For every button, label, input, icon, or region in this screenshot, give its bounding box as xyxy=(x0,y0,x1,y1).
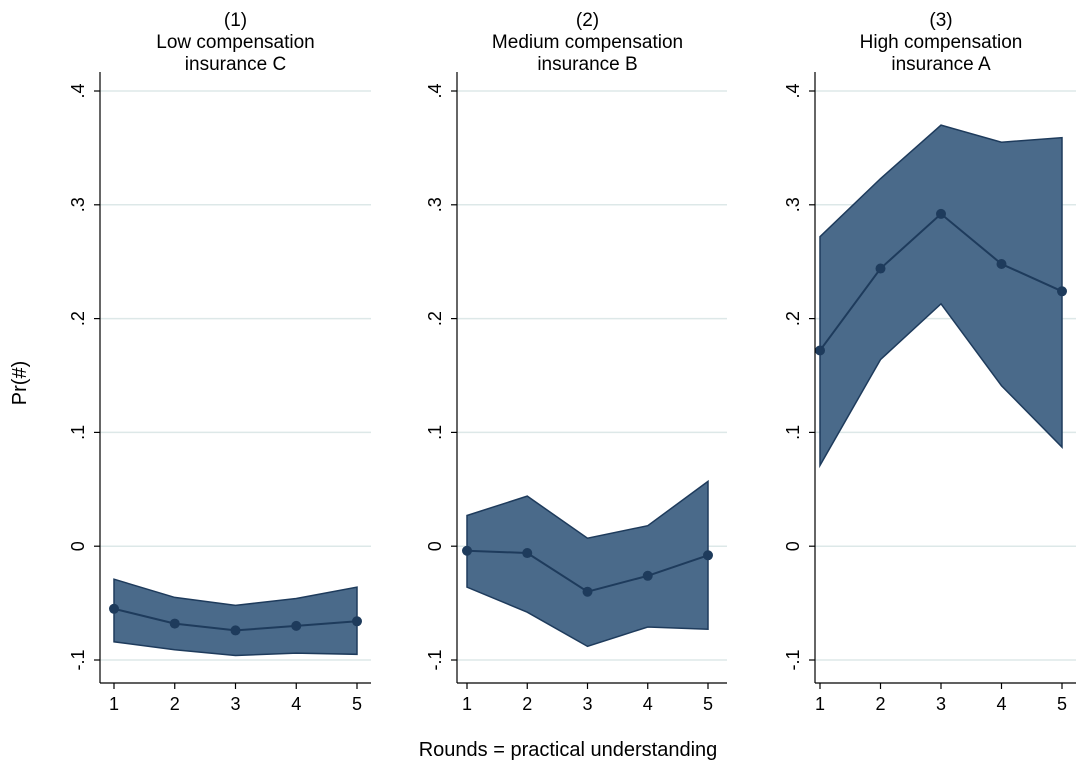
confidence-band xyxy=(113,578,358,657)
x-tick-label: 4 xyxy=(643,694,653,714)
y-tick-label: .1 xyxy=(68,425,88,440)
panel-2: -.1 0 .1 .2 .3 .4 1 2 3 4 5 (2)Medium compensationi… xyxy=(425,10,727,714)
y-tick-label: .3 xyxy=(425,197,445,212)
y-tick-label: .4 xyxy=(783,83,803,98)
x-tick-label: 5 xyxy=(352,694,362,714)
y-tick-label: -.1 xyxy=(425,649,445,670)
data-point xyxy=(996,258,1007,269)
data-point xyxy=(230,625,241,636)
data-point xyxy=(703,550,713,561)
y-tick-label: -.1 xyxy=(783,649,803,670)
panel-3: -.1 0 .1 .2 .3 .4 1 2 3 4 5 (3)High compensationins… xyxy=(783,10,1076,714)
x-axis-label: Rounds = practical understanding xyxy=(419,739,718,761)
data-point xyxy=(522,548,533,559)
panel-title-line: Medium compensation xyxy=(492,32,683,53)
y-tick-label: .1 xyxy=(783,425,803,440)
panel-title-line: High compensation xyxy=(860,32,1023,53)
x-tick-label: 3 xyxy=(936,694,946,714)
data-point xyxy=(815,345,825,356)
y-tick-label: .3 xyxy=(68,197,88,212)
x-tick-label: 3 xyxy=(230,694,240,714)
x-tick-label: 2 xyxy=(522,694,532,714)
data-point xyxy=(352,616,362,627)
confidence-band xyxy=(466,479,709,648)
panel-title-line: Low compensation xyxy=(156,32,314,53)
x-tick-label: 3 xyxy=(582,694,592,714)
panel-title-line: (2) xyxy=(576,10,599,31)
data-point xyxy=(642,570,653,581)
x-tick-label: 4 xyxy=(996,694,1006,714)
x-tick-label: 2 xyxy=(170,694,180,714)
y-tick-label: .2 xyxy=(783,311,803,326)
data-point xyxy=(109,603,119,614)
panel-1: -.1 0 .1 .2 .3 .4 1 2 3 4 5 (1)Low compensationinsu… xyxy=(68,10,371,714)
data-point xyxy=(1057,286,1067,297)
data-point xyxy=(875,263,886,274)
panel-title-line: insurance A xyxy=(891,54,991,75)
y-tick-label: .2 xyxy=(425,311,445,326)
panel-title-line: insurance B xyxy=(537,54,637,75)
x-tick-label: 4 xyxy=(291,694,301,714)
panel-title-line: (1) xyxy=(224,10,247,31)
data-point xyxy=(936,208,946,219)
y-tick-label: 0 xyxy=(425,541,445,551)
y-tick-label: .2 xyxy=(68,311,88,326)
y-tick-label: .4 xyxy=(425,83,445,98)
x-tick-label: 5 xyxy=(703,694,713,714)
confidence-band xyxy=(819,124,1063,469)
data-point xyxy=(462,545,472,556)
x-tick-label: 5 xyxy=(1057,694,1067,714)
y-axis-label: Pr(#) xyxy=(9,361,31,405)
x-tick-label: 1 xyxy=(462,694,472,714)
panel-title-line: insurance C xyxy=(185,54,286,75)
y-tick-label: 0 xyxy=(68,541,88,551)
data-point xyxy=(582,586,593,597)
x-tick-label: 2 xyxy=(875,694,885,714)
x-tick-label: 1 xyxy=(109,694,119,714)
y-tick-label: 0 xyxy=(783,541,803,551)
data-point xyxy=(291,620,302,631)
y-tick-label: .1 xyxy=(425,425,445,440)
panel-title-line: (3) xyxy=(929,10,952,31)
y-tick-label: -.1 xyxy=(68,649,88,670)
x-tick-label: 1 xyxy=(815,694,825,714)
y-tick-label: .3 xyxy=(783,197,803,212)
y-tick-label: .4 xyxy=(68,83,88,98)
data-point xyxy=(169,618,180,629)
